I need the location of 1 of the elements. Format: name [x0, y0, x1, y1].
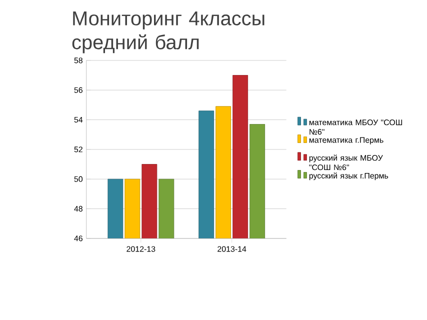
- chart-title: Мониторинг 4классы средний балл: [72, 12, 264, 54]
